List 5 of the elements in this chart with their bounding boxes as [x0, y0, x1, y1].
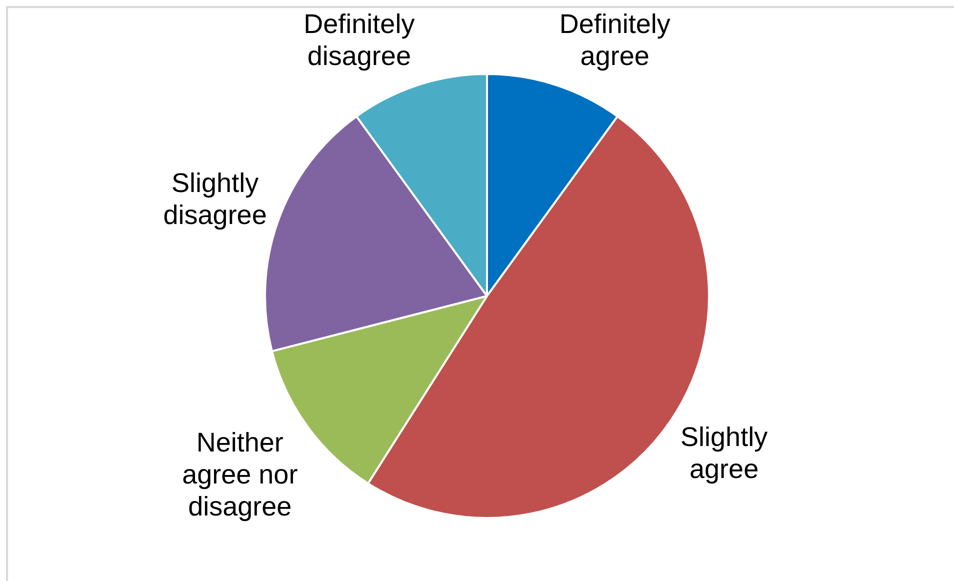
slice-label: Neither agree nor disagree: [182, 427, 298, 522]
slice-label: Slightly agree: [680, 422, 768, 484]
slice-label: Definitely disagree: [304, 8, 416, 71]
slice-label: Slightly disagree: [163, 168, 267, 230]
slice-label: Definitely agree: [559, 8, 671, 71]
